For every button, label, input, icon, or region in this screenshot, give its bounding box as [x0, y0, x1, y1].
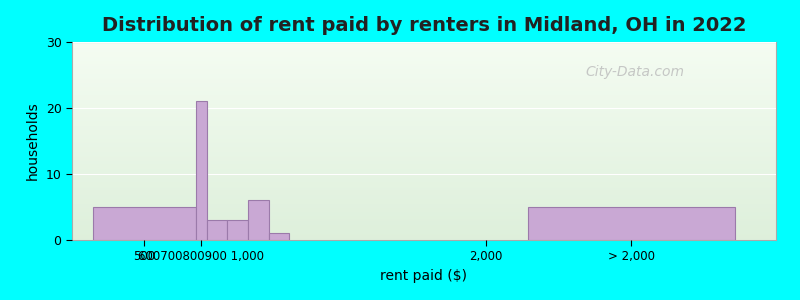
- X-axis label: rent paid ($): rent paid ($): [381, 269, 467, 283]
- Bar: [527, 207, 734, 240]
- Bar: [93, 207, 196, 240]
- Bar: [248, 200, 269, 240]
- Bar: [227, 220, 248, 240]
- Bar: [196, 101, 206, 240]
- Bar: [269, 233, 290, 240]
- Title: Distribution of rent paid by renters in Midland, OH in 2022: Distribution of rent paid by renters in …: [102, 16, 746, 35]
- Y-axis label: households: households: [26, 102, 40, 180]
- Bar: [206, 220, 227, 240]
- Text: City-Data.com: City-Data.com: [586, 65, 685, 79]
